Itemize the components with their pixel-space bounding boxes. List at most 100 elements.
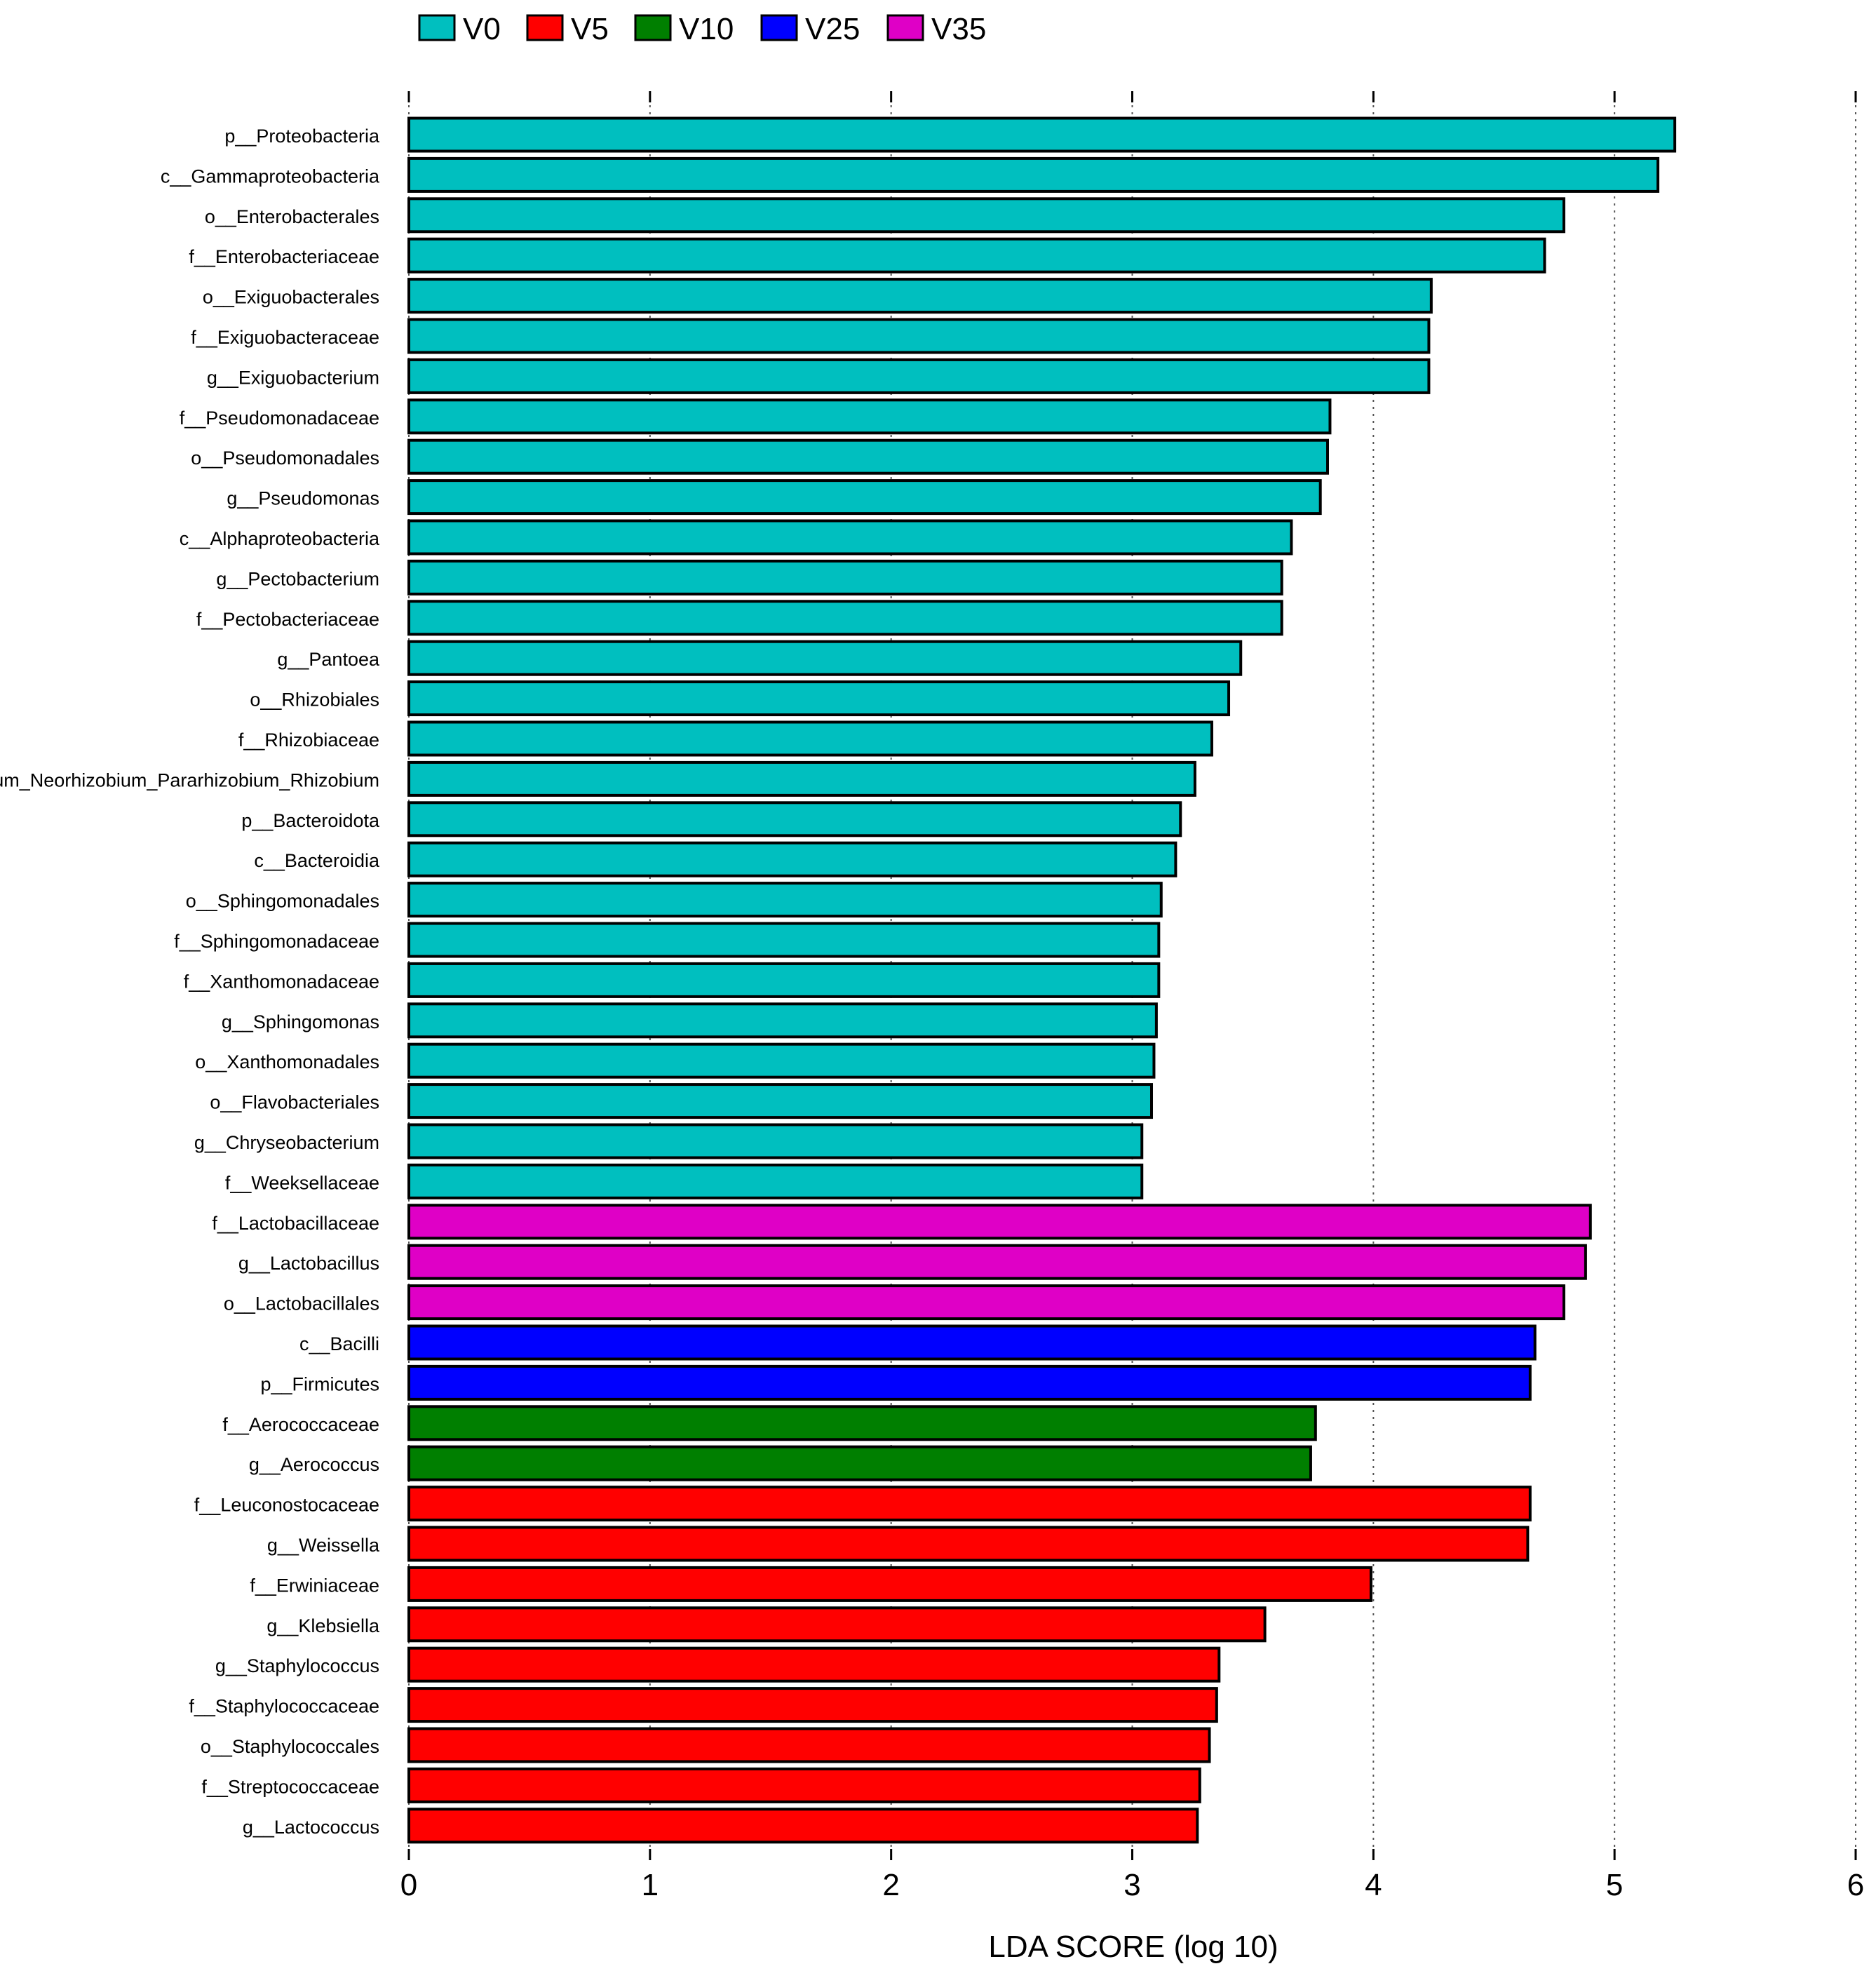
bar-label: f__Xanthomonadaceae — [184, 971, 379, 992]
bar-g__Chryseobacterium — [407, 1123, 1144, 1159]
x-tick-label: 5 — [1606, 1868, 1623, 1902]
bar-label: g__Klebsiella — [266, 1615, 380, 1636]
bar-label: f__Streptococcaceae — [201, 1776, 379, 1797]
bar-label: c__Bacilli — [299, 1333, 379, 1354]
bar-label: f__Pseudomonadaceae — [180, 408, 379, 429]
bar-g__Weissella — [407, 1526, 1530, 1562]
bar-p__Firmicutes — [407, 1364, 1532, 1401]
bar-label: f__Staphylococcaceae — [189, 1696, 379, 1717]
bar-label: o__Enterobacterales — [205, 206, 379, 227]
bar-label: f__Lactobacillaceae — [212, 1213, 379, 1234]
bar-g__Allorhizobium_Neorhizobium_Pararhizobium_Rhizobium — [407, 760, 1196, 797]
bar-label: c__Bacteroidia — [254, 850, 380, 871]
bar-label: f__Erwiniaceae — [250, 1575, 379, 1596]
bar-f__Streptococcaceae — [407, 1767, 1201, 1803]
legend-swatch-V0 — [418, 14, 456, 41]
bar-label: c__Gammaproteobacteria — [161, 166, 380, 187]
bar-o__Xanthomonadales — [407, 1042, 1156, 1079]
bar-label: o__Exiguobacterales — [203, 287, 379, 308]
bar-c__Alphaproteobacteria — [407, 519, 1293, 556]
bar-g__Pantoea — [407, 640, 1243, 676]
bar-o__Enterobacterales — [407, 197, 1565, 234]
bar-f__Rhizobiaceae — [407, 720, 1213, 757]
x-tick-label: 3 — [1123, 1868, 1140, 1902]
x-axis: 0 1 2 3 4 5 6 — [400, 1849, 1864, 1902]
bar-o__Sphingomonadales — [407, 882, 1163, 918]
bar-label: g__Chryseobacterium — [194, 1132, 379, 1153]
bar-o__Rhizobiales — [407, 680, 1231, 717]
bar-label: o__Xanthomonadales — [195, 1051, 379, 1072]
bar-label: p__Proteobacteria — [224, 126, 380, 147]
bar-label: g__Pectobacterium — [216, 568, 379, 589]
bar-f__Pectobacteriaceae — [407, 600, 1283, 636]
bar-label: f__Leuconostocaceae — [194, 1495, 379, 1516]
bar-label: g__Exiguobacterium — [207, 367, 379, 388]
bar-label: o__Pseudomonadales — [191, 448, 379, 469]
bar-c__Bacilli — [407, 1324, 1537, 1361]
bar-f__Weeksellaceae — [407, 1163, 1144, 1199]
bar-label: g__Weissella — [267, 1535, 380, 1556]
bar-f__Aerococcaceae — [407, 1405, 1317, 1441]
legend-label-V35: V35 — [931, 12, 986, 46]
bar-g__Pseudomonas — [407, 479, 1322, 516]
bar-f__Leuconostocaceae — [407, 1486, 1532, 1522]
bar-f__Enterobacteriaceae — [407, 237, 1546, 274]
legend-label-V0: V0 — [463, 12, 501, 46]
bar-f__Exiguobacteraceae — [407, 318, 1431, 354]
bar-label: g__Pantoea — [277, 649, 380, 670]
bar-label: g__Aerococcus — [249, 1454, 379, 1475]
bar-f__Xanthomonadaceae — [407, 962, 1161, 998]
bar-label: f__Weeksellaceae — [225, 1172, 379, 1193]
bar-g__Aerococcus — [407, 1445, 1312, 1481]
bar-g__Exiguobacterium — [407, 358, 1431, 394]
bar-c__Bacteroidia — [407, 841, 1177, 877]
bar-label: f__Sphingomonadaceae — [174, 931, 379, 952]
legend-swatch-V25 — [760, 14, 798, 41]
legend-swatch-V35 — [886, 14, 924, 41]
category-labels: p__Proteobacteria c__Gammaproteobacteriao… — [0, 126, 380, 1838]
bar-label: g__Allorhizobium_Neorhizobium_Pararhizob… — [0, 769, 379, 790]
x-tick-label: 2 — [882, 1868, 899, 1902]
bar-label: f__Rhizobiaceae — [238, 729, 379, 751]
legend-swatch-V5 — [526, 14, 564, 41]
bar-f__Sphingomonadaceae — [407, 922, 1161, 958]
x-tick-label: 1 — [642, 1868, 659, 1902]
bar-c__Gammaproteobacteria — [407, 156, 1660, 193]
bar-label: c__Alphaproteobacteria — [180, 528, 380, 549]
bar-g__Sphingomonas — [407, 1002, 1158, 1039]
bar-label: o__Rhizobiales — [250, 689, 379, 711]
bar-g__Lactobacillus — [407, 1244, 1587, 1280]
bar-label: f__Enterobacteriaceae — [189, 246, 379, 267]
bar-o__Lactobacillales — [407, 1284, 1565, 1321]
bar-o__Flavobacteriales — [407, 1083, 1154, 1119]
bar-f__Lactobacillaceae — [407, 1204, 1592, 1240]
bar-label: o__Lactobacillales — [224, 1293, 379, 1314]
legend-label-V10: V10 — [679, 12, 734, 46]
bar-g__Staphylococcus — [407, 1646, 1221, 1683]
bar-label: p__Bacteroidota — [241, 810, 380, 831]
bar-g__Pectobacterium — [407, 559, 1283, 596]
bar-label: g__Lactobacillus — [238, 1253, 379, 1274]
bar-o__Exiguobacterales — [407, 278, 1433, 314]
bar-label: o__Sphingomonadales — [186, 891, 379, 912]
legend-label-V25: V25 — [805, 12, 860, 46]
bar-o__Staphylococcales — [407, 1727, 1211, 1763]
x-tick-label: 6 — [1847, 1868, 1864, 1902]
legend-swatch-V10 — [634, 14, 672, 41]
x-tick-label: 0 — [400, 1868, 417, 1902]
bar-label: g__Sphingomonas — [222, 1011, 379, 1032]
bars-layer — [407, 116, 1677, 1844]
bar-p__Proteobacteria — [407, 116, 1677, 153]
x-axis-label: LDA SCORE (log 10) — [988, 1930, 1278, 1964]
bar-f__Pseudomonadaceae — [407, 398, 1332, 435]
x-tick-label: 4 — [1365, 1868, 1382, 1902]
bar-label: f__Pectobacteriaceae — [196, 609, 379, 630]
bar-label: g__Staphylococcus — [215, 1655, 379, 1676]
legend-label-V5: V5 — [571, 12, 609, 46]
bar-label: f__Aerococcaceae — [222, 1414, 379, 1435]
bar-f__Erwiniaceae — [407, 1566, 1372, 1602]
bar-g__Lactococcus — [407, 1808, 1199, 1844]
bar-label: f__Exiguobacteraceae — [191, 327, 379, 348]
